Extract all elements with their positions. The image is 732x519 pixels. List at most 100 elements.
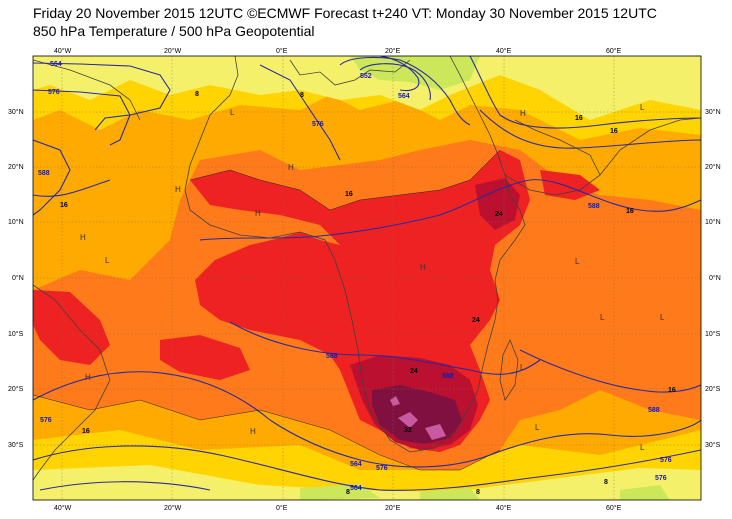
low-marker: L [640, 103, 645, 112]
lon-label: 20°W [164, 504, 182, 512]
temperature-field [33, 56, 701, 500]
africa-coastline [184, 56, 526, 453]
contour-588-indian [519, 349, 701, 393]
low-marker: L [535, 423, 540, 432]
geo-label: 576 [48, 89, 60, 96]
lat-label: 20°N [8, 163, 24, 171]
temp-band-0-4-north [350, 56, 480, 90]
contour-576-south [33, 371, 701, 468]
lat-label: 30°N [705, 108, 721, 116]
temp-band-20-24-atlantic [160, 335, 250, 380]
low-marker: L [575, 257, 580, 266]
contour-552 [339, 56, 471, 126]
low-marker: L [640, 443, 645, 452]
lon-label: 0°E [276, 47, 288, 55]
atlantic-coastline [33, 59, 141, 121]
temp-band-32-36-spots [390, 396, 446, 440]
temp-label: 8 [300, 92, 304, 99]
temp-label: 16 [575, 115, 583, 122]
geo-label: 564 [350, 485, 362, 492]
high-marker: H [85, 373, 91, 382]
temp-label: 8 [604, 479, 608, 486]
high-marker: H [175, 185, 181, 194]
lat-label: 10°S [8, 330, 24, 338]
geo-label: 564 [398, 93, 410, 100]
lat-label: 30°S [705, 441, 721, 449]
high-marker: H [250, 427, 256, 436]
contour-576-northeast [479, 109, 701, 149]
title-line-forecast: Friday 20 November 2015 12UTC ©ECMWF For… [33, 5, 657, 21]
lon-label: 40°E [496, 504, 512, 512]
lon-label: 0°E [276, 504, 288, 512]
isotherm-16 [33, 394, 501, 471]
temperature-contours [33, 149, 501, 471]
contour-588-equatorial [199, 179, 701, 241]
high-marker: H [520, 109, 526, 118]
lat-label: 20°N [705, 163, 721, 171]
lat-label: 30°S [8, 441, 24, 449]
map-frame [32, 55, 702, 501]
lon-label: 20°E [385, 47, 401, 55]
temp-label: 16 [60, 202, 68, 209]
temp-band-4-8-patch [160, 58, 250, 78]
geopotential-contours [33, 56, 701, 491]
geo-label: 576 [655, 475, 667, 482]
contour-564-northeast [469, 56, 701, 129]
low-marker: L [600, 313, 605, 322]
temp-label: 8 [476, 489, 480, 496]
geo-label: 588 [648, 407, 660, 414]
lon-label: 40°W [54, 504, 72, 512]
contour-588-southern [229, 321, 541, 375]
geo-label: 588 [38, 170, 50, 177]
lon-label: 20°E [385, 504, 401, 512]
temperature-labels: 8 8 16 16 16 24 24 24 32 16 16 16 8 8 16… [60, 91, 676, 496]
contour-528 [379, 56, 420, 92]
temp-label: 16 [82, 428, 90, 435]
temp-label: 16 [668, 387, 676, 394]
temp-label: 24 [410, 368, 418, 375]
coastlines [33, 56, 701, 481]
geo-label: 576 [376, 465, 388, 472]
lon-label: 40°E [496, 47, 512, 55]
temp-label: 8 [195, 91, 199, 98]
low-marker: L [230, 108, 235, 117]
longitude-labels-bottom: 40°W 20°W 0°E 20°E 40°E 60°E [54, 504, 622, 512]
geo-label: 588 [442, 373, 454, 380]
temp-band-20-24-arabia [540, 170, 600, 200]
contour-564-south [33, 445, 701, 491]
low-marker: L [520, 363, 525, 372]
lat-label: 10°N [705, 218, 721, 226]
geo-label: 588 [326, 353, 338, 360]
temp-label: 16 [626, 208, 634, 215]
title-line-parameters: 850 hPa Temperature / 500 hPa Geopotenti… [33, 23, 315, 39]
temp-label: 16 [345, 191, 353, 198]
contour-552-south [39, 481, 211, 491]
lon-label: 20°W [164, 47, 182, 55]
pressure-centres: H H H H H L L L L H H L L H L L L [80, 103, 665, 452]
lat-label: 10°N [8, 218, 24, 226]
lon-label: 60°E [606, 47, 622, 55]
temp-label: 24 [472, 317, 480, 324]
temp-band-4-8-south [33, 465, 701, 500]
low-marker: L [105, 256, 110, 265]
geo-label: 576 [312, 121, 324, 128]
lat-label: 20°S [705, 385, 721, 393]
geo-label: 576 [40, 417, 52, 424]
high-marker: H [288, 163, 294, 172]
geo-label: 588 [588, 203, 600, 210]
geopotential-labels: 564 576 588 552 564 576 588 588 576 576 … [38, 61, 672, 492]
contour-588-west [33, 139, 71, 216]
contour-564-north [33, 62, 171, 131]
temp-band-0-4-south [300, 484, 670, 500]
temp-label: 24 [495, 211, 503, 218]
graticule [33, 56, 701, 500]
contour-576-north [33, 89, 131, 146]
madagascar-coastline [499, 338, 519, 401]
low-marker: L [660, 313, 665, 322]
contour-588-atlantic [33, 179, 111, 197]
lat-label: 0°N [709, 274, 721, 282]
contour-588-northcentral [259, 64, 341, 161]
high-marker: H [255, 209, 261, 218]
lat-label: 0°N [12, 274, 24, 282]
